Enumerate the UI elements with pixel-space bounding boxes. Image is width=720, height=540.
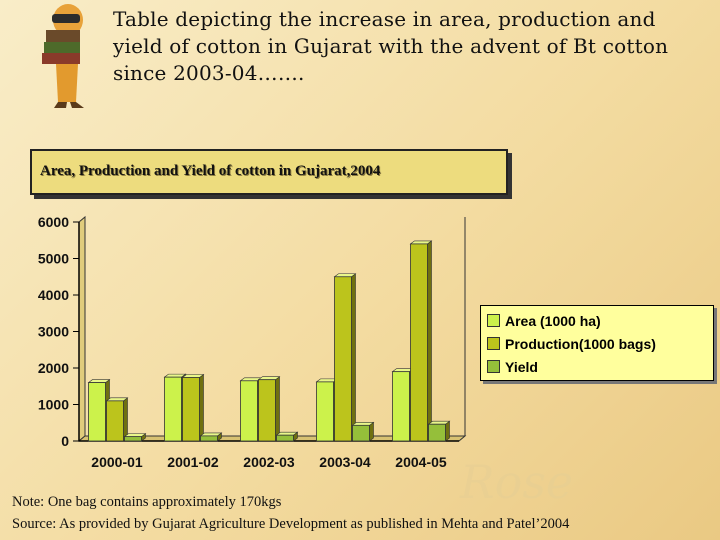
legend-label: Yield (505, 359, 538, 375)
bar-side (445, 420, 450, 442)
chart-title: Area, Production and Yield of cotton in … (40, 163, 381, 179)
legend-swatch (487, 314, 500, 327)
x-tick-label: 2004-05 (395, 454, 447, 470)
y-tick-label: 6000 (38, 214, 69, 230)
x-tick-label: 2002-03 (243, 454, 295, 470)
chart-title-box: Area, Production and Yield of cotton in … (30, 149, 508, 195)
y-tick-label: 3000 (38, 324, 69, 340)
bar-top (351, 422, 375, 426)
legend-swatch (487, 360, 500, 373)
source-text: Source: As provided by Gujarat Agricultu… (12, 516, 570, 532)
bar (164, 376, 182, 442)
bar (410, 243, 428, 442)
bar (334, 276, 352, 442)
bar-top (333, 273, 357, 278)
slide-title: Table depicting the increase in area, pr… (113, 6, 693, 87)
bar-side (351, 273, 356, 442)
bar-top (163, 373, 187, 378)
chart-side-wall (78, 215, 86, 443)
bar (258, 379, 276, 442)
bar (240, 380, 258, 442)
bar-side (427, 240, 432, 442)
watermark-text: Rose (460, 455, 574, 509)
bar-top (181, 374, 205, 378)
bar-side (199, 373, 204, 442)
bar-top (275, 431, 299, 436)
bar-top (257, 376, 281, 380)
y-tick-label: 4000 (38, 287, 69, 303)
y-tick-label: 5000 (38, 251, 69, 267)
legend-label: Production(1000 bags) (505, 336, 656, 352)
bar (276, 434, 294, 442)
bar (200, 435, 218, 442)
bar-top (87, 379, 111, 383)
x-tick-label: 2000-01 (91, 454, 143, 470)
y-tick-label: 0 (61, 433, 69, 449)
bar (124, 436, 142, 442)
bar-top (123, 433, 147, 437)
bar (392, 371, 410, 442)
y-tick-label: 1000 (38, 397, 69, 413)
bar (106, 400, 124, 442)
y-tick-label: 2000 (38, 360, 69, 376)
bar-top (105, 397, 129, 402)
bar (182, 377, 200, 442)
slide-title-line: yield of cotton in Gujarat with the adve… (113, 34, 669, 58)
bar-top (427, 420, 451, 425)
note-text: Note: One bag contains approximately 170… (12, 494, 282, 510)
chart-legend: Area (1000 ha) Production(1000 bags) Yie… (480, 305, 714, 381)
legend-swatch (487, 337, 500, 350)
person-with-books-icon (42, 4, 84, 108)
bar-top (409, 240, 433, 245)
legend-label: Area (1000 ha) (505, 313, 601, 329)
bar-side (275, 376, 280, 442)
legend-item: Production(1000 bags) (487, 335, 656, 353)
bar (352, 424, 370, 442)
bar-top (199, 432, 223, 437)
legend-item: Area (1000 ha) (487, 312, 601, 330)
bar (316, 381, 334, 442)
legend-item: Yield (487, 358, 538, 376)
bar (428, 423, 446, 442)
slide-title-line: since 2003-04……. (113, 61, 305, 85)
slide-title-line: Table depicting the increase in area, pr… (113, 7, 656, 31)
x-tick-label: 2001-02 (167, 454, 219, 470)
bar (88, 382, 106, 442)
x-tick-label: 2003-04 (319, 454, 371, 470)
